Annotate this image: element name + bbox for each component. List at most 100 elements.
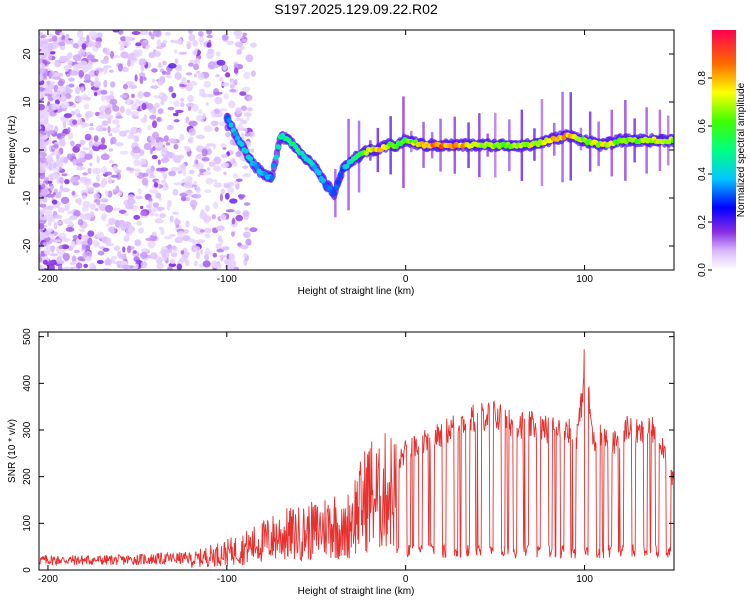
noise-blob (94, 41, 102, 49)
noise-blob (89, 203, 96, 210)
noise-blob (151, 131, 160, 140)
noise-blob (119, 150, 129, 155)
noise-blob (240, 119, 248, 125)
noise-blob (67, 127, 71, 133)
noise-blob (243, 71, 251, 80)
noise-blob (48, 263, 55, 270)
noise-blob (130, 126, 139, 135)
noise-blob (39, 203, 47, 208)
noise-blob (174, 72, 182, 80)
noise-blob (47, 219, 52, 227)
noise-blob (62, 121, 67, 129)
noise-blob (44, 118, 49, 124)
noise-blob (117, 63, 124, 72)
noise-blob (74, 95, 84, 103)
noise-blob (213, 156, 222, 165)
noise-blob (58, 232, 67, 240)
noise-blob (53, 222, 58, 230)
noise-blob (118, 209, 127, 214)
ridge-core (275, 144, 281, 150)
noise-blob (133, 135, 140, 143)
noise-blob (88, 127, 95, 131)
noise-blob (108, 148, 114, 152)
noise-blob (126, 198, 136, 205)
noise-blob (142, 172, 149, 177)
noise-blob (158, 61, 162, 68)
noise-blob (149, 147, 153, 155)
noise-blob (204, 205, 211, 212)
noise-blob (193, 260, 198, 267)
top-x-ticks: -200 -100 0 100 (38, 30, 593, 285)
ridge-core (344, 163, 350, 169)
ridge-core (239, 141, 245, 147)
noise-blob (43, 247, 52, 256)
noise-blob (51, 173, 60, 180)
noise-blob (39, 216, 48, 221)
noise-blob (145, 237, 154, 241)
noise-blob (197, 31, 204, 37)
noise-blob (63, 113, 72, 119)
noise-blob (234, 41, 243, 48)
noise-blob (178, 51, 188, 55)
noise-blob (108, 133, 113, 137)
noise-blob (242, 253, 248, 258)
noise-blob (188, 120, 198, 127)
noise-blob (58, 176, 64, 184)
noise-blob (192, 193, 202, 199)
noise-blob (112, 165, 118, 172)
noise-blob (127, 59, 131, 67)
noise-blob (82, 200, 91, 208)
noise-blob (184, 146, 191, 152)
noise-blob (222, 63, 228, 71)
noise-blob (96, 242, 100, 247)
noise-blob (68, 83, 75, 88)
noise-blob (84, 73, 91, 82)
noise-blob (143, 143, 152, 151)
noise-blob (224, 192, 230, 200)
noise-blob (39, 63, 45, 68)
noise-blob (133, 50, 140, 58)
noise-blob (233, 30, 243, 37)
noise-blob (86, 54, 95, 61)
noise-blob (46, 130, 56, 135)
noise-blob (60, 101, 70, 109)
noise-blob (94, 76, 99, 82)
noise-blob (199, 168, 207, 173)
noise-blob (233, 67, 239, 74)
noise-blob (150, 165, 155, 172)
noise-blob (156, 262, 164, 269)
noise-blob (93, 80, 101, 88)
noise-blob (79, 176, 89, 184)
noise-blob (43, 87, 52, 94)
noise-blob (39, 200, 42, 205)
noise-blob (122, 246, 126, 253)
noise-blob (120, 224, 128, 232)
noise-blob (219, 254, 227, 258)
noise-blob (138, 127, 142, 134)
ridge-core (247, 156, 253, 162)
noise-blob (58, 41, 66, 47)
noise-blob (40, 92, 46, 96)
noise-blob (183, 229, 189, 234)
noise-blob (179, 133, 185, 141)
colorbar-gradient (712, 30, 736, 270)
noise-blob (84, 111, 94, 118)
noise-blob (205, 247, 210, 255)
noise-blob (45, 123, 52, 131)
noise-blob (145, 168, 151, 174)
noise-blob (52, 203, 57, 209)
noise-blob (235, 210, 241, 215)
noise-blob (172, 211, 180, 215)
noise-blob (46, 194, 56, 198)
y-tick-label: 200 (22, 468, 33, 485)
noise-blob (170, 252, 178, 258)
noise-blob (77, 219, 84, 226)
noise-blob (196, 70, 201, 75)
noise-blob (77, 198, 83, 206)
noise-blob (143, 76, 147, 81)
noise-blob (39, 160, 42, 168)
noise-blob (164, 31, 171, 36)
noise-blob (39, 267, 43, 270)
noise-blob (79, 139, 86, 145)
noise-blob (221, 246, 230, 251)
